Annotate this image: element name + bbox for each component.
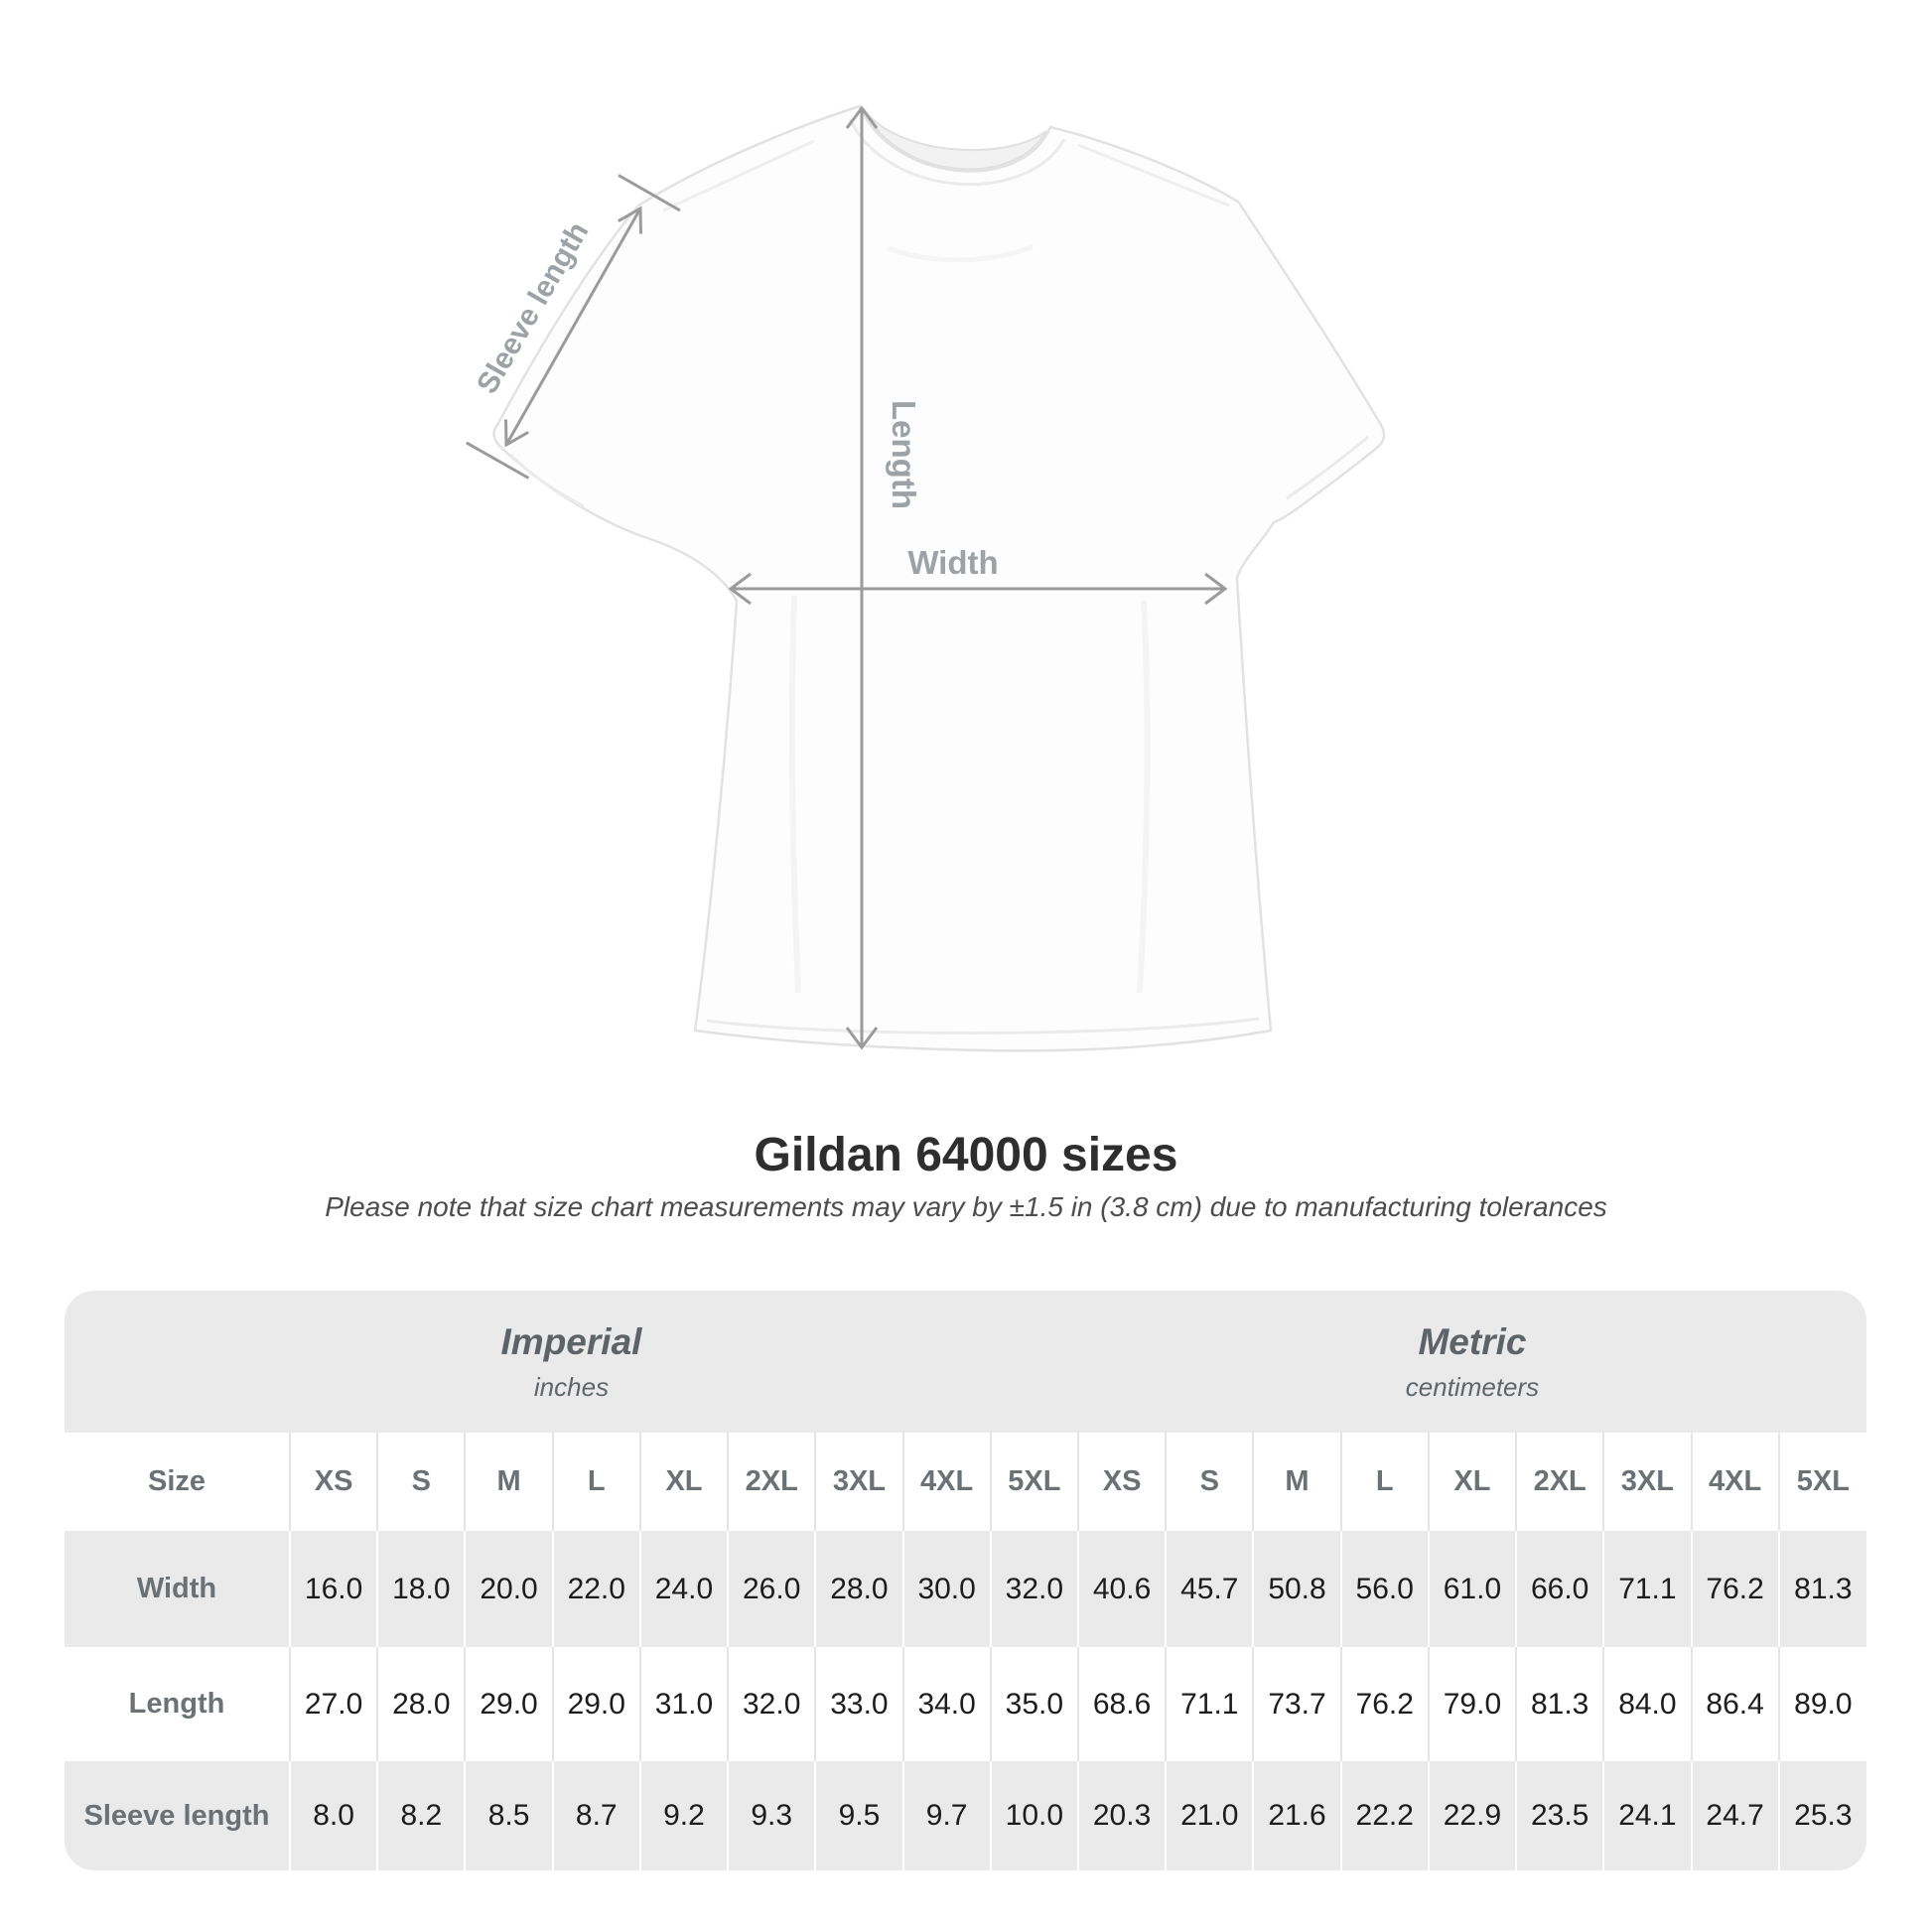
value-cell: 26.0	[727, 1531, 816, 1647]
value-cell: 23.5	[1515, 1761, 1604, 1870]
value-cell: 61.0	[1427, 1531, 1517, 1647]
value-cell: 32.0	[989, 1531, 1078, 1647]
value-cell: 28.0	[376, 1647, 466, 1761]
size-header: L	[551, 1433, 640, 1531]
size-header: M	[464, 1433, 553, 1531]
size-col-header: Size	[147, 1465, 207, 1497]
width-arrow	[728, 572, 1228, 606]
size-header: 4XL	[1690, 1433, 1779, 1531]
value-cell: 31.0	[638, 1647, 729, 1761]
value-cell: 8.5	[464, 1761, 553, 1870]
size-header-row: Size XS S M L XL 2XL 3XL 4XL 5XL XS S M …	[65, 1433, 1866, 1531]
value-cell: 8.0	[288, 1761, 378, 1870]
value-cell: 22.0	[551, 1531, 640, 1647]
unit-group-imperial: Imperial inches	[65, 1291, 1078, 1433]
size-header: XS	[1076, 1433, 1167, 1531]
value-cell: 24.0	[638, 1531, 729, 1647]
value-cell: 28.0	[814, 1531, 903, 1647]
value-cell: 79.0	[1427, 1647, 1517, 1761]
sleeve-arrow	[466, 174, 681, 480]
value-cell: 35.0	[989, 1647, 1078, 1761]
value-cell: 30.0	[901, 1531, 991, 1647]
row-width: Width 16.0 18.0 20.0 22.0 24.0 26.0 28.0…	[65, 1531, 1866, 1647]
row-label: Sleeve length	[83, 1799, 270, 1832]
value-cell: 89.0	[1777, 1647, 1866, 1761]
value-cell: 66.0	[1515, 1531, 1604, 1647]
size-header: 5XL	[989, 1433, 1078, 1531]
metric-unit: centimeters	[1405, 1371, 1540, 1402]
size-header: 5XL	[1777, 1433, 1866, 1531]
value-cell: 34.0	[901, 1647, 991, 1761]
value-cell: 71.1	[1165, 1647, 1254, 1761]
collar	[863, 108, 1047, 171]
length-label: Length	[886, 400, 922, 509]
value-cell: 73.7	[1252, 1647, 1341, 1761]
size-header: L	[1339, 1433, 1429, 1531]
value-cell: 8.7	[551, 1761, 640, 1870]
unit-band: Imperial inches Metric centimeters	[65, 1291, 1866, 1433]
value-cell: 32.0	[727, 1647, 816, 1761]
row-label: Width	[136, 1573, 217, 1604]
length-arrow	[845, 105, 879, 1050]
metric-name: Metric	[1418, 1320, 1527, 1362]
size-header: XL	[638, 1433, 729, 1531]
value-cell: 56.0	[1339, 1531, 1429, 1647]
value-cell: 16.0	[288, 1531, 378, 1647]
value-cell: 29.0	[464, 1647, 553, 1761]
value-cell: 40.6	[1076, 1531, 1167, 1647]
value-cell: 81.3	[1777, 1531, 1866, 1647]
unit-group-metric: Metric centimeters	[1078, 1291, 1866, 1433]
tshirt-diagram: Sleeve length Length Width	[466, 104, 1386, 1052]
value-cell: 45.7	[1165, 1531, 1254, 1647]
value-cell: 9.5	[814, 1761, 903, 1870]
value-cell: 18.0	[376, 1531, 466, 1647]
value-cell: 76.2	[1690, 1531, 1779, 1647]
row-sleeve-length: Sleeve length 8.0 8.2 8.5 8.7 9.2 9.3 9.…	[65, 1761, 1866, 1870]
row-label: Length	[128, 1688, 225, 1720]
value-cell: 21.0	[1165, 1761, 1254, 1870]
value-cell: 9.3	[727, 1761, 816, 1870]
value-cell: 71.1	[1602, 1531, 1692, 1647]
value-cell: 33.0	[814, 1647, 903, 1761]
value-cell: 86.4	[1690, 1647, 1779, 1761]
value-cell: 50.8	[1252, 1531, 1341, 1647]
value-cell: 27.0	[288, 1647, 378, 1761]
chart-title: Gildan 64000 sizes	[754, 1129, 1178, 1181]
value-cell: 20.0	[464, 1531, 553, 1647]
value-cell: 9.2	[638, 1761, 729, 1870]
size-table: Imperial inches Metric centimeters Size …	[65, 1291, 1866, 1870]
width-label: Width	[907, 544, 998, 581]
value-cell: 21.6	[1252, 1761, 1341, 1870]
value-cell: 25.3	[1777, 1761, 1866, 1870]
row-length: Length 27.0 28.0 29.0 29.0 31.0 32.0 33.…	[65, 1647, 1866, 1761]
value-cell: 10.0	[989, 1761, 1078, 1870]
value-cell: 22.9	[1427, 1761, 1517, 1870]
size-header: 3XL	[814, 1433, 903, 1531]
value-cell: 84.0	[1602, 1647, 1692, 1761]
value-cell: 24.7	[1690, 1761, 1779, 1870]
size-header: 2XL	[1515, 1433, 1604, 1531]
size-header: XL	[1427, 1433, 1517, 1531]
chart-note: Please note that size chart measurements…	[325, 1191, 1607, 1222]
tshirt-graphic	[492, 104, 1386, 1052]
imperial-name: Imperial	[500, 1320, 642, 1362]
size-header: 3XL	[1602, 1433, 1692, 1531]
value-cell: 9.7	[901, 1761, 991, 1870]
value-cell: 24.1	[1602, 1761, 1692, 1870]
value-cell: 68.6	[1076, 1647, 1167, 1761]
value-cell: 76.2	[1339, 1647, 1429, 1761]
value-cell: 22.2	[1339, 1761, 1429, 1870]
value-cell: 20.3	[1076, 1761, 1167, 1870]
value-cell: 29.0	[551, 1647, 640, 1761]
value-cell: 8.2	[376, 1761, 466, 1870]
value-cell: 81.3	[1515, 1647, 1604, 1761]
size-header: S	[376, 1433, 466, 1531]
size-header: M	[1252, 1433, 1341, 1531]
imperial-unit: inches	[533, 1371, 610, 1402]
size-header: 2XL	[727, 1433, 816, 1531]
size-header: XS	[288, 1433, 378, 1531]
size-header: 4XL	[901, 1433, 991, 1531]
size-header: S	[1165, 1433, 1254, 1531]
